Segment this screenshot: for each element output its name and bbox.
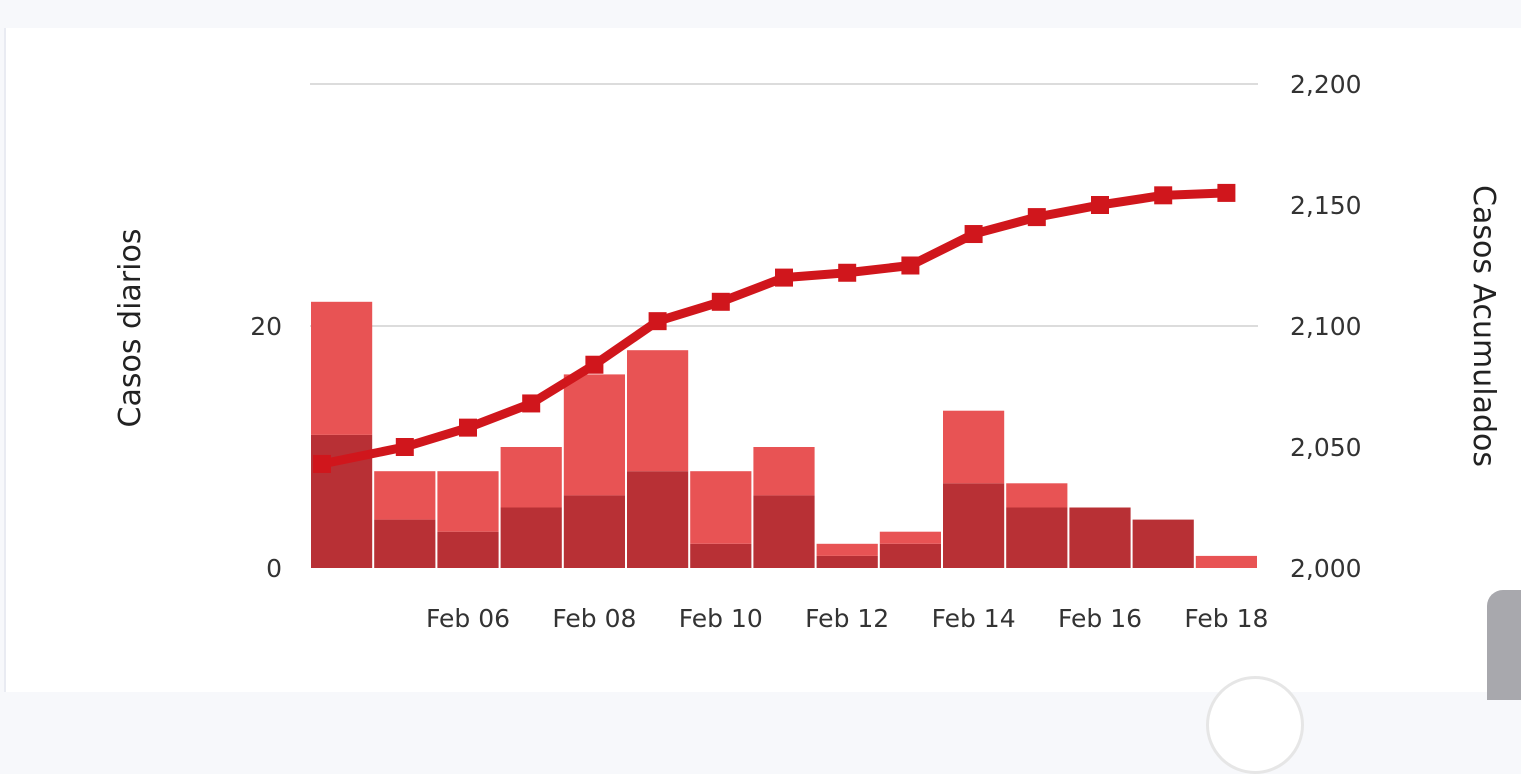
floating-action-button[interactable] [1206, 676, 1304, 774]
x-axis-ticks: Feb 06 Feb 08 Feb 10 Feb 12 Feb 14 Feb 16 Feb … [426, 604, 1268, 633]
cumulative-point-3 [522, 394, 541, 413]
chart-card [4, 28, 1521, 692]
right-y-tick-label-3: 2,150 [1290, 191, 1362, 220]
left-y-axis-title: Casos diarios [113, 229, 148, 428]
right-y-tick-label-2: 2,100 [1290, 312, 1362, 341]
cumulative-point-10 [964, 225, 983, 244]
x-tick-label-4: Feb 14 [932, 604, 1016, 633]
left-y-axis-ticks: 0 20 [250, 312, 282, 583]
bar-upper-11 [1006, 483, 1068, 508]
side-tab-handle[interactable] [1487, 590, 1521, 700]
bar-lower-13 [1132, 519, 1194, 568]
bar-lower-10 [943, 483, 1005, 568]
grid-lines [310, 83, 1258, 327]
cumulative-point-4 [585, 355, 604, 374]
bar-lower-4 [563, 495, 625, 568]
right-y-tick-label-4: 2,200 [1290, 70, 1362, 99]
bar-upper-3 [500, 447, 562, 508]
bar-upper-9 [879, 531, 941, 544]
cumulative-point-1 [395, 438, 414, 456]
cumulative-point-12 [1091, 196, 1109, 214]
cumulative-point-9 [901, 256, 920, 275]
daily-and-cumulative-cases-chart: Feb 06 Feb 08 Feb 10 Feb 12 Feb 14 Feb 16 Feb … [113, 70, 1501, 633]
right-y-tick-label-0: 2,000 [1290, 554, 1362, 583]
bar-lower-11 [1006, 507, 1068, 568]
left-y-tick-label-1: 20 [250, 312, 282, 341]
cumulative-line [317, 188, 1231, 469]
cumulative-point-5 [648, 312, 667, 331]
bar-lower-6 [690, 543, 752, 568]
bar-lower-5 [627, 471, 689, 568]
bar-upper-5 [627, 350, 689, 472]
x-tick-label-2: Feb 10 [679, 604, 763, 633]
cumulative-point-11 [1027, 208, 1046, 227]
bar-lower-3 [500, 507, 562, 568]
cumulative-point-7 [775, 268, 793, 287]
bar-lower-1 [374, 519, 436, 568]
right-y-axis-ticks: 2,000 2,050 2,100 2,150 2,200 [1290, 70, 1362, 583]
bar-upper-2 [437, 471, 499, 532]
bar-lower-7 [753, 495, 815, 568]
bar-upper-7 [753, 447, 815, 496]
cumulative-point-6 [711, 292, 730, 311]
x-tick-label-1: Feb 08 [552, 604, 636, 633]
cumulative-point-8 [838, 263, 857, 282]
right-y-tick-label-1: 2,050 [1290, 433, 1362, 462]
cumulative-point-0 [313, 454, 331, 473]
bar-upper-10 [943, 410, 1005, 484]
cumulative-point-14 [1217, 183, 1236, 202]
bar-lower-8 [816, 555, 878, 568]
cumulative-point-13 [1154, 186, 1173, 205]
bar-upper-14 [1195, 555, 1257, 568]
cumulative-line-series [313, 183, 1236, 473]
bar-lower-2 [437, 531, 499, 568]
bar-lower-12 [1069, 507, 1131, 568]
bar-upper-8 [816, 543, 878, 556]
x-tick-label-0: Feb 06 [426, 604, 510, 633]
bar-upper-1 [374, 471, 436, 520]
bar-series [311, 301, 1257, 568]
left-y-tick-label-0: 0 [266, 554, 282, 583]
bar-lower-9 [879, 543, 941, 568]
cumulative-point-2 [459, 418, 477, 437]
x-tick-label-5: Feb 16 [1058, 604, 1142, 633]
top-strip [0, 0, 1521, 28]
x-tick-label-6: Feb 18 [1184, 604, 1268, 633]
bar-upper-4 [563, 374, 625, 496]
x-tick-label-3: Feb 12 [805, 604, 889, 633]
right-y-axis-title: Casos Acumulados [1466, 185, 1501, 467]
bar-upper-6 [690, 471, 752, 544]
bar-upper-0 [311, 301, 373, 435]
